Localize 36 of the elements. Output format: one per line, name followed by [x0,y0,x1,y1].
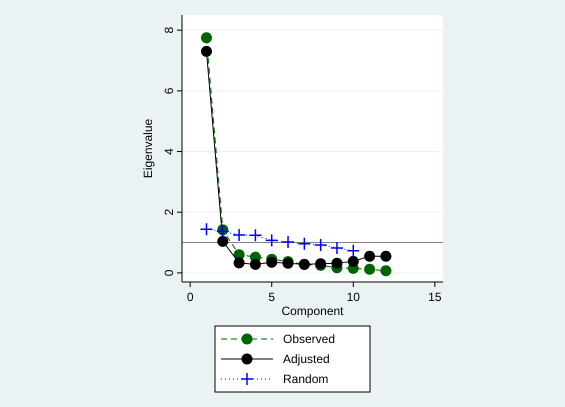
point [281,235,295,249]
point [346,244,360,258]
y-tick-label: 0 [162,269,176,276]
point [330,241,344,255]
point [380,265,392,276]
point [314,238,328,252]
x-tick-label: 10 [346,290,360,304]
point [364,250,376,262]
point [348,256,359,267]
point [217,236,228,247]
point [248,228,262,242]
point [200,222,214,236]
legend-label: Observed [283,332,336,346]
point [331,258,342,269]
point [200,32,212,44]
y-tick-label: 4 [162,148,176,155]
y-tick-label: 6 [162,87,176,94]
point [200,46,212,57]
point [380,250,392,262]
y-axis-title: Eigenvalue [141,118,155,178]
point [234,257,245,268]
point [232,228,246,242]
point [298,237,312,251]
x-tick-label: 15 [428,290,442,304]
y-tick-label: 8 [162,26,176,34]
point [264,234,278,248]
point [266,256,278,268]
x-tick-label: 5 [268,290,276,304]
legend-label: Random [283,372,328,386]
x-axis-title: Component [281,304,344,318]
point [364,264,376,275]
point [216,224,230,238]
y-tick-label: 2 [162,208,176,216]
x-tick-label: 0 [186,290,194,304]
legend-label: Adjusted [283,352,330,366]
point [250,258,261,270]
